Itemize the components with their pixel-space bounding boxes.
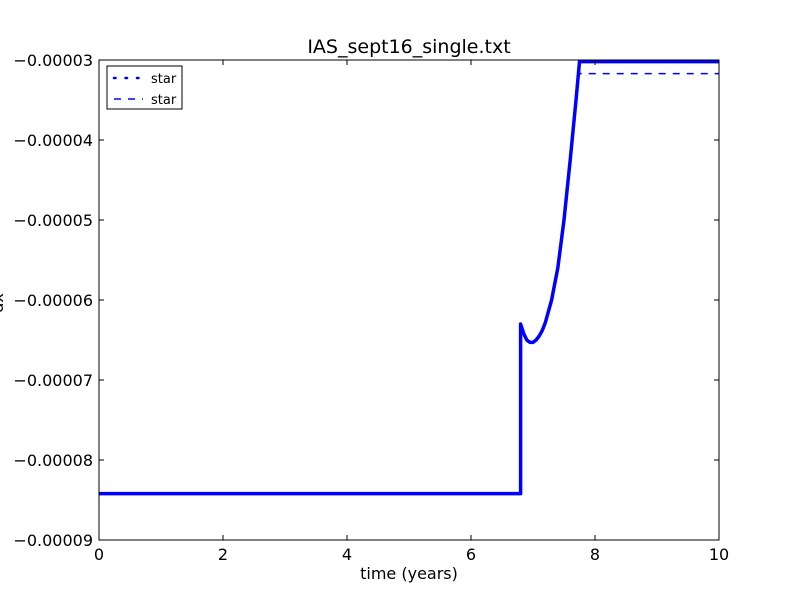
y-tick-label: −0.00004 xyxy=(13,131,93,150)
y-tick-label: −0.00007 xyxy=(13,371,93,390)
x-tick-label: 0 xyxy=(94,545,104,564)
legend-frame xyxy=(106,65,183,110)
y-tick-label: −0.00009 xyxy=(13,531,93,550)
legend-label-dashed: star xyxy=(151,93,177,108)
x-tick-label: 2 xyxy=(218,545,228,564)
legend: star star xyxy=(106,65,183,110)
y-tick-label: −0.00005 xyxy=(13,211,93,230)
x-axis: 0 2 4 6 8 10 xyxy=(94,60,729,564)
x-tick-label: 4 xyxy=(342,545,352,564)
x-tick-label: 6 xyxy=(466,545,476,564)
y-tick-label: −0.00003 xyxy=(13,51,93,70)
y-axis-label: dx xyxy=(0,293,7,313)
y-tick-label: −0.00006 xyxy=(13,291,93,310)
x-tick-label: 8 xyxy=(590,545,600,564)
plot-background xyxy=(99,60,719,540)
y-axis: −0.00009 −0.00008 −0.00007 −0.00006 −0.00005… xyxy=(13,51,719,550)
x-tick-label: 10 xyxy=(709,545,729,564)
plot-area xyxy=(99,60,719,540)
chart-title: IAS_sept16_single.txt xyxy=(307,36,510,58)
y-tick-label: −0.00008 xyxy=(13,451,93,470)
x-axis-label: time (years) xyxy=(360,564,458,583)
series-layer xyxy=(99,59,719,496)
legend-label-dotted: star xyxy=(151,72,177,87)
series-dashed-line xyxy=(99,61,719,495)
